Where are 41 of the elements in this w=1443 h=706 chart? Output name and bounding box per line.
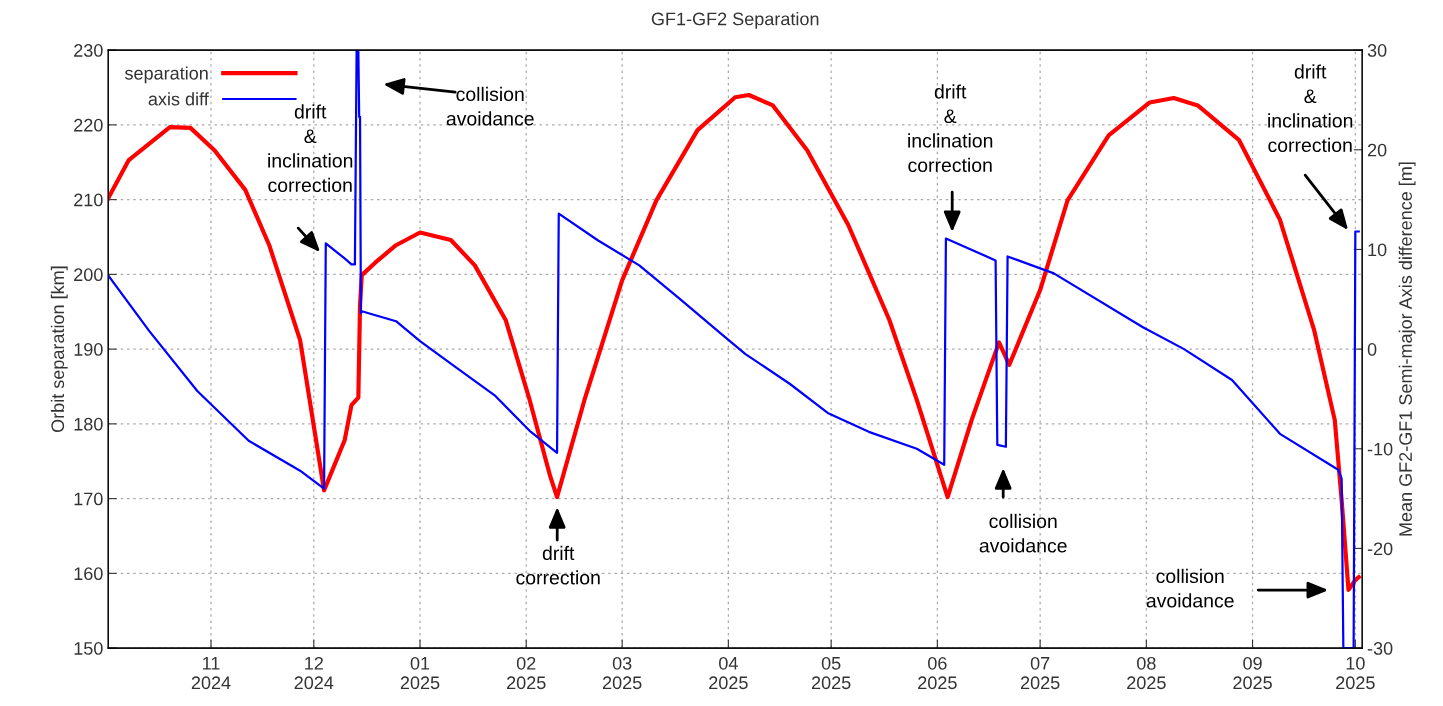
line-series bbox=[108, 50, 1360, 649]
x-tick-label: 11 2024 bbox=[191, 657, 231, 690]
y2-axis-title: Mean GF2-GF1 Semi-major Axis difference [m] bbox=[1398, 162, 1416, 536]
y-tick-label: 180 bbox=[74, 417, 103, 431]
y-tick-label: 170 bbox=[74, 492, 103, 506]
legend-label: separation bbox=[124, 66, 208, 84]
x-tick-label: 06 2025 bbox=[918, 656, 957, 690]
y-tick-label: 230 bbox=[74, 44, 103, 57]
y-tick-label: 190 bbox=[74, 343, 103, 356]
y-tick-label: 160 bbox=[74, 567, 103, 581]
annotation: drift & inclination correction bbox=[1268, 64, 1353, 153]
y-tick-label: 150 bbox=[74, 642, 103, 655]
y2-tick-label: 0 bbox=[1367, 343, 1377, 356]
annotation: drift & inclination correction bbox=[268, 104, 353, 193]
x-tick-label: 07 2025 bbox=[1020, 656, 1060, 690]
chart-title: GF1-GF2 Separation bbox=[651, 12, 819, 29]
annotation: collision avoidance bbox=[446, 86, 534, 126]
y-tick-label: 220 bbox=[74, 118, 103, 132]
legend-label: axis diff bbox=[148, 92, 209, 106]
x-tick-label: 08 2025 bbox=[1127, 656, 1166, 690]
y2-tick-label: 30 bbox=[1367, 44, 1387, 57]
annotation: collision avoidance bbox=[979, 513, 1067, 553]
y2-tick-label: -10 bbox=[1367, 442, 1393, 456]
x-tick-label: 01 2025 bbox=[400, 656, 440, 690]
x-tick-label: 05 2025 bbox=[811, 656, 851, 690]
y-tick-label: 210 bbox=[74, 193, 103, 207]
x-tick-label: 12 2024 bbox=[294, 656, 334, 690]
x-tick-label: 04 2025 bbox=[709, 656, 748, 690]
annotation: collision avoidance bbox=[1146, 568, 1234, 608]
y2-tick-label: 20 bbox=[1367, 143, 1387, 157]
y-axis-title: Orbit separation [km] bbox=[50, 266, 68, 433]
annotation: drift & inclination correction bbox=[908, 84, 993, 173]
annotation: drift correction bbox=[516, 545, 600, 585]
x-tick-label: 10 2025 bbox=[1336, 656, 1375, 690]
x-tick-label: 02 2025 bbox=[507, 656, 546, 690]
y2-tick-label: -20 bbox=[1367, 542, 1393, 556]
x-tick-label: 09 2025 bbox=[1233, 656, 1272, 690]
y2-tick-label: -30 bbox=[1367, 642, 1393, 655]
y2-tick-label: 10 bbox=[1368, 243, 1387, 257]
y-tick-label: 200 bbox=[74, 268, 103, 282]
x-tick-label: 03 2025 bbox=[602, 656, 642, 690]
